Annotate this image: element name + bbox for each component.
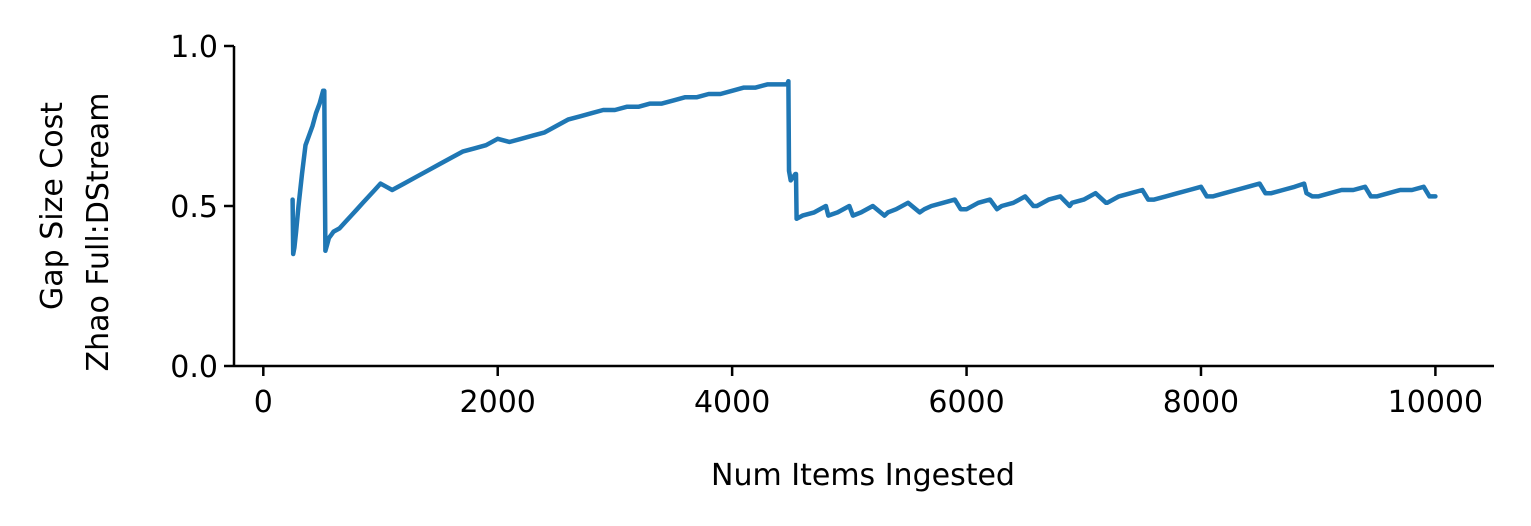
y-tick-label: 1.0 <box>170 30 218 65</box>
x-axis: 0 2000 4000 6000 8000 10000 <box>234 364 1494 420</box>
y-axis-label-line-2: Zhao Full:DStream <box>81 93 116 372</box>
plot-area <box>290 78 1438 257</box>
x-tick-label: 2000 <box>460 385 536 420</box>
y-axis-label-line-1: Gap Size Cost <box>35 102 70 310</box>
x-tick-label: 6000 <box>928 385 1004 420</box>
y-tick-label: 0.5 <box>170 190 218 225</box>
x-tick-label: 10000 <box>1388 385 1483 420</box>
x-tick-label: 0 <box>254 385 273 420</box>
y-tick-label: 0.0 <box>170 350 218 385</box>
x-tick-label: 4000 <box>694 385 770 420</box>
x-tick-label: 8000 <box>1163 385 1239 420</box>
y-axis: 0.0 0.5 1.0 <box>170 30 236 385</box>
x-axis-label: Num Items Ingested <box>711 458 1015 493</box>
series-line-1 <box>290 78 1438 257</box>
